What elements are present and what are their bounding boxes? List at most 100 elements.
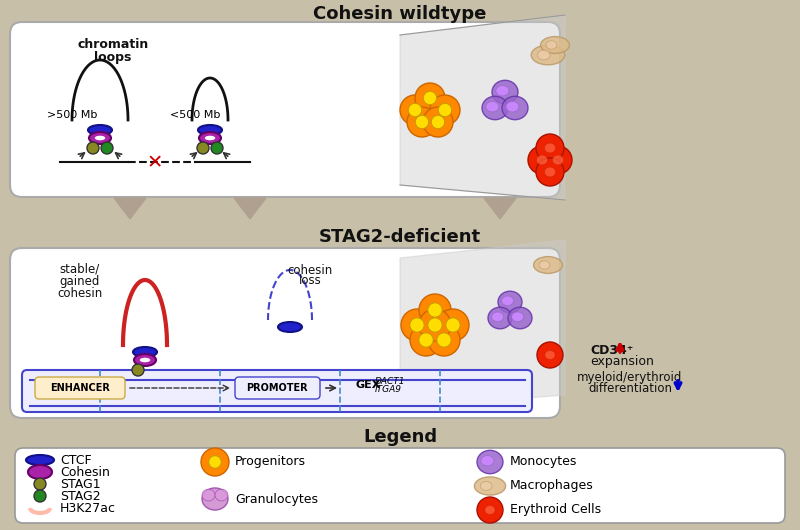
Polygon shape [400, 15, 565, 200]
Ellipse shape [415, 83, 445, 113]
Ellipse shape [133, 347, 157, 357]
Ellipse shape [410, 324, 442, 356]
Ellipse shape [423, 107, 453, 137]
Ellipse shape [545, 350, 555, 359]
Text: ENHANCER: ENHANCER [50, 383, 110, 393]
FancyBboxPatch shape [10, 22, 560, 197]
Ellipse shape [134, 354, 156, 366]
Ellipse shape [415, 115, 429, 129]
Ellipse shape [512, 312, 524, 322]
Ellipse shape [197, 142, 209, 154]
Ellipse shape [536, 158, 564, 186]
Ellipse shape [544, 167, 555, 177]
Ellipse shape [537, 342, 563, 368]
Ellipse shape [446, 318, 460, 332]
Text: stable/: stable/ [60, 263, 100, 276]
Ellipse shape [88, 125, 112, 135]
Ellipse shape [431, 115, 445, 129]
Text: gained: gained [60, 275, 100, 288]
Text: Cohesin: Cohesin [60, 465, 110, 479]
Ellipse shape [552, 155, 563, 165]
FancyBboxPatch shape [35, 377, 125, 399]
Text: Macrophages: Macrophages [510, 480, 594, 492]
FancyBboxPatch shape [15, 448, 785, 523]
Ellipse shape [34, 478, 46, 490]
Ellipse shape [215, 489, 228, 501]
Ellipse shape [534, 257, 562, 273]
Ellipse shape [428, 303, 442, 317]
Text: STAG2-deficient: STAG2-deficient [319, 228, 481, 246]
Ellipse shape [539, 261, 550, 269]
Ellipse shape [410, 318, 424, 332]
Ellipse shape [474, 477, 506, 495]
Ellipse shape [438, 103, 452, 117]
Ellipse shape [541, 37, 570, 54]
Text: loops: loops [94, 51, 132, 64]
Ellipse shape [428, 324, 460, 356]
Text: STAG1: STAG1 [60, 478, 101, 490]
Ellipse shape [419, 309, 451, 341]
Text: chromatin: chromatin [78, 38, 149, 51]
Text: expansion: expansion [590, 356, 654, 368]
Ellipse shape [400, 95, 430, 125]
Ellipse shape [202, 489, 215, 501]
Ellipse shape [477, 497, 503, 523]
Ellipse shape [491, 312, 504, 322]
Ellipse shape [407, 107, 437, 137]
Ellipse shape [488, 307, 512, 329]
Ellipse shape [531, 45, 565, 65]
Text: ITGA9: ITGA9 [375, 385, 402, 394]
Ellipse shape [437, 333, 451, 347]
Ellipse shape [544, 146, 572, 174]
Ellipse shape [89, 132, 111, 144]
Text: myeloid/erythroid: myeloid/erythroid [578, 370, 682, 384]
Ellipse shape [278, 322, 302, 332]
Text: STAG2: STAG2 [60, 490, 101, 502]
Text: DACT1: DACT1 [375, 376, 406, 385]
Ellipse shape [204, 135, 216, 141]
Ellipse shape [536, 134, 564, 162]
Text: Granulocytes: Granulocytes [235, 492, 318, 506]
Ellipse shape [139, 357, 151, 363]
Ellipse shape [480, 481, 492, 491]
Text: cohesin: cohesin [287, 263, 333, 277]
Ellipse shape [211, 142, 223, 154]
Ellipse shape [528, 146, 556, 174]
FancyBboxPatch shape [10, 248, 560, 418]
Ellipse shape [401, 309, 433, 341]
Ellipse shape [546, 41, 557, 49]
Text: Erythroid Cells: Erythroid Cells [510, 504, 601, 517]
Ellipse shape [506, 102, 519, 112]
Ellipse shape [485, 506, 495, 515]
Ellipse shape [419, 333, 434, 347]
Ellipse shape [477, 450, 503, 474]
Ellipse shape [428, 318, 442, 332]
Ellipse shape [508, 307, 532, 329]
Ellipse shape [101, 142, 113, 154]
FancyBboxPatch shape [22, 370, 532, 412]
Ellipse shape [201, 448, 229, 476]
Text: >500 Mb: >500 Mb [47, 110, 97, 120]
Text: CD34⁺: CD34⁺ [590, 343, 634, 357]
Ellipse shape [486, 102, 499, 112]
Ellipse shape [26, 455, 54, 465]
Ellipse shape [536, 155, 547, 165]
Ellipse shape [199, 132, 221, 144]
Ellipse shape [498, 291, 522, 313]
Text: differentiation: differentiation [588, 383, 672, 395]
Text: <500 Mb: <500 Mb [170, 110, 220, 120]
Ellipse shape [132, 364, 144, 376]
Ellipse shape [492, 81, 518, 104]
Ellipse shape [423, 91, 437, 105]
Ellipse shape [437, 309, 469, 341]
Text: ✕: ✕ [147, 154, 163, 172]
Ellipse shape [430, 95, 460, 125]
Text: CTCF: CTCF [60, 454, 92, 466]
Polygon shape [484, 198, 516, 219]
Text: Monocytes: Monocytes [510, 455, 578, 469]
Ellipse shape [544, 143, 555, 153]
Text: Legend: Legend [363, 428, 437, 446]
Ellipse shape [502, 96, 528, 120]
Ellipse shape [496, 85, 509, 96]
Polygon shape [114, 198, 146, 219]
